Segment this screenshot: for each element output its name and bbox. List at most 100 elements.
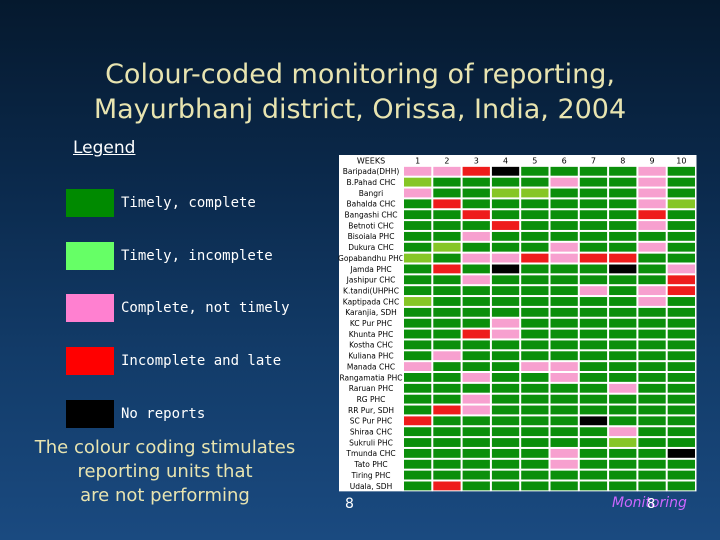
status-cell (521, 438, 549, 447)
status-cell (491, 307, 520, 317)
status-cell (521, 405, 549, 415)
facility-label: Bisoiala PHC (348, 232, 395, 241)
status-cell (491, 264, 520, 274)
status-cell (491, 362, 520, 371)
status-cell (433, 253, 461, 263)
status-cell (491, 166, 520, 176)
status-cell (433, 459, 461, 469)
status-cell (667, 166, 695, 176)
status-cell (667, 242, 695, 252)
status-cell (579, 307, 608, 317)
facility-label: Bahalda CHC (346, 200, 395, 209)
facility-label: Tiring PHC (351, 471, 391, 480)
status-cell (667, 373, 695, 382)
status-cell (521, 481, 549, 491)
status-cell (667, 297, 695, 306)
status-cell (491, 416, 520, 426)
legend-swatch-timely-incomplete (66, 242, 114, 270)
status-cell (462, 318, 490, 328)
status-cell (579, 448, 608, 458)
status-cell (550, 373, 578, 382)
status-cell (404, 264, 432, 274)
status-cell (609, 297, 637, 306)
status-cell (638, 210, 666, 220)
status-cell (609, 166, 637, 176)
status-cell (404, 340, 432, 350)
status-cell (462, 177, 490, 187)
facility-label: Khunta PHC (349, 330, 394, 339)
status-cell (638, 459, 666, 469)
note-line-2: reporting units that (77, 461, 253, 482)
status-cell (550, 405, 578, 415)
status-cell (521, 297, 549, 306)
status-cell (609, 481, 637, 491)
status-cell (550, 166, 578, 176)
status-cell (491, 297, 520, 306)
status-cell (550, 470, 578, 480)
status-cell (404, 253, 432, 263)
facility-label: RR Pur, SDH (348, 406, 394, 415)
status-cell (433, 221, 461, 230)
facility-label: Shiraa CHC (350, 428, 392, 437)
status-cell (638, 481, 666, 491)
facility-label: Kostha CHC (349, 341, 393, 350)
status-cell (609, 416, 637, 426)
status-cell (550, 264, 578, 274)
status-cell (491, 427, 520, 437)
status-cell (433, 242, 461, 252)
status-cell (491, 242, 520, 252)
status-cell (404, 166, 432, 176)
status-cell (521, 253, 549, 263)
status-cell (667, 405, 695, 415)
status-cell (433, 362, 461, 371)
status-cell (491, 448, 520, 458)
status-cell (667, 231, 695, 241)
status-cell (521, 459, 549, 469)
status-cell (550, 438, 578, 447)
status-cell (609, 177, 637, 187)
status-cell (609, 210, 637, 220)
status-cell (462, 470, 490, 480)
status-cell (667, 448, 695, 458)
status-cell (609, 188, 637, 198)
status-cell (521, 416, 549, 426)
status-cell (550, 481, 578, 491)
status-cell (550, 221, 578, 230)
status-cell (433, 318, 461, 328)
status-cell (609, 242, 637, 252)
status-cell (667, 210, 695, 220)
status-cell (491, 253, 520, 263)
week-header: 3 (474, 156, 479, 165)
status-cell (550, 297, 578, 306)
grid-corner-label: WEEKS (357, 156, 385, 165)
status-cell (404, 351, 432, 361)
status-cell (550, 210, 578, 220)
status-cell (579, 394, 608, 404)
status-cell (667, 188, 695, 198)
status-cell (491, 231, 520, 241)
facility-label: Karanjia, SDH (345, 308, 397, 317)
status-cell (638, 286, 666, 296)
status-cell (404, 394, 432, 404)
legend-swatch-incomplete-and-late (66, 347, 114, 375)
status-cell (462, 394, 490, 404)
status-cell (579, 470, 608, 480)
status-cell (638, 438, 666, 447)
status-cell (521, 351, 549, 361)
status-cell (579, 383, 608, 393)
week-header: 9 (650, 156, 655, 165)
status-cell (404, 307, 432, 317)
status-cell (521, 242, 549, 252)
status-cell (667, 383, 695, 393)
facility-label: SC Pur PHC (350, 417, 392, 426)
status-cell (638, 275, 666, 285)
status-cell (609, 318, 637, 328)
status-cell (521, 199, 549, 209)
status-cell (491, 188, 520, 198)
status-cell (579, 438, 608, 447)
status-cell (404, 373, 432, 382)
status-cell (638, 373, 666, 382)
status-cell (433, 427, 461, 437)
status-cell (433, 329, 461, 339)
status-cell (579, 362, 608, 371)
